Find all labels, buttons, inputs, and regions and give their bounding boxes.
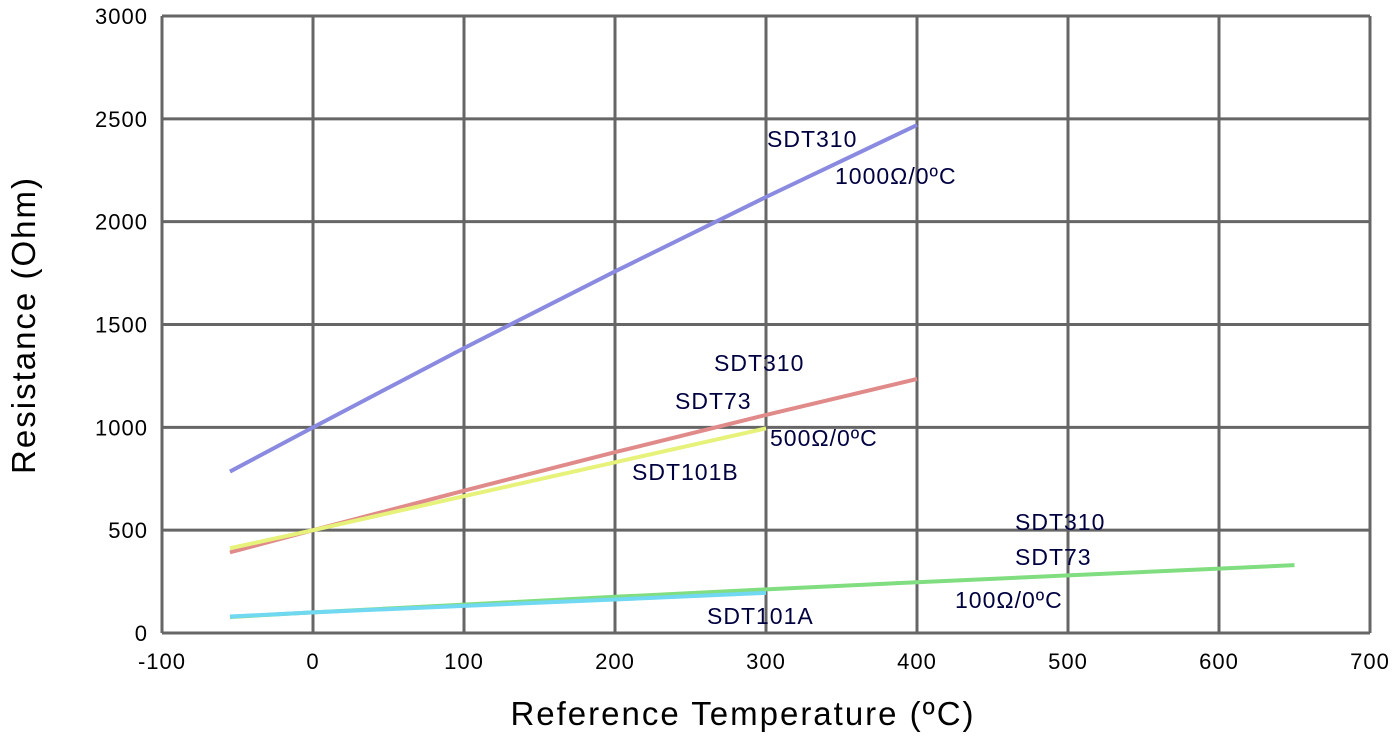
annotation-sdt310-500: SDT310	[714, 350, 805, 376]
x-tick-label: 0	[306, 649, 319, 674]
y-tick-label: 3000	[95, 4, 148, 29]
annotation-500ohm: 500Ω/0ºC	[770, 425, 878, 451]
annotation-100ohm: 100Ω/0ºC	[955, 587, 1063, 613]
x-tick-label: 500	[1048, 649, 1088, 674]
x-tick-label: 400	[897, 649, 937, 674]
series-line-0	[229, 123, 918, 474]
annotation-sdt101b: SDT101B	[632, 459, 739, 485]
annotation-sdt73-500: SDT73	[675, 388, 752, 414]
annotation-1000ohm: 1000Ω/0ºC	[835, 163, 957, 189]
y-tick-label: 2000	[95, 210, 148, 235]
y-tick-label: 1000	[95, 415, 148, 440]
annotation-sdt310-100: SDT310	[1015, 509, 1106, 535]
x-tick-label: 600	[1199, 649, 1239, 674]
series-lines	[229, 123, 1295, 619]
annotation-sdt73-100: SDT73	[1015, 544, 1092, 570]
y-tick-label: 500	[108, 518, 148, 543]
x-tick-label: 300	[746, 649, 786, 674]
series-line-4	[229, 590, 767, 619]
x-tick-label: 200	[595, 649, 635, 674]
tick-labels: -100 0 100 200 300 400 500 600 700 0 500 1000 1500 20…	[95, 4, 1390, 674]
y-tick-label: 1500	[95, 313, 148, 338]
y-tick-label: 2500	[95, 107, 148, 132]
annotation-sdt101a: SDT101A	[707, 603, 814, 629]
x-axis-label: Reference Temperature (ºC)	[510, 695, 975, 732]
grid	[160, 14, 1372, 635]
x-tick-label: 700	[1350, 649, 1390, 674]
annotation-sdt310-1000: SDT310	[767, 126, 858, 152]
series-line-2	[229, 426, 767, 551]
y-tick-label: 0	[135, 621, 148, 646]
x-tick-label: 100	[444, 649, 484, 674]
y-axis-label: Resistance (Ohm)	[5, 176, 42, 474]
x-tick-label: -100	[138, 649, 186, 674]
